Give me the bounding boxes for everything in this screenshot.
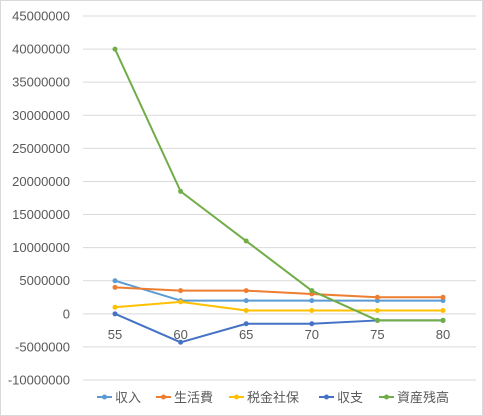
series-line (114, 286, 443, 299)
data-point (440, 317, 446, 323)
series-生活費 (112, 284, 446, 300)
legend-item: 収入 (97, 390, 141, 405)
series-資産残高 (112, 46, 446, 323)
legend-item: 税金社保 (229, 390, 299, 405)
x-tick-label: 70 (305, 327, 319, 342)
y-tick-label: 10000000 (12, 240, 70, 255)
data-point (374, 308, 380, 314)
legend-label: 生活費 (174, 390, 213, 405)
data-point (178, 339, 184, 345)
data-point (243, 288, 249, 294)
gridlines (83, 15, 476, 381)
y-tick-label: 45000000 (12, 9, 70, 24)
legend-item: 生活費 (156, 390, 213, 405)
legend-marker (234, 394, 239, 400)
data-point (112, 311, 118, 317)
x-tick-label: 65 (239, 327, 253, 342)
x-tick-label: 60 (173, 327, 187, 342)
legend-item: 収支 (319, 390, 363, 405)
y-tick-label: 15000000 (12, 207, 70, 222)
data-point (440, 308, 446, 314)
y-tick-label: 20000000 (12, 174, 70, 189)
series-line (114, 279, 443, 302)
data-point (309, 288, 315, 294)
legend-item: 資産残高 (379, 390, 449, 405)
data-point (243, 298, 249, 304)
legend-marker (161, 394, 166, 400)
x-tick-label: 75 (370, 327, 384, 342)
data-point (112, 304, 118, 310)
series-税金社保 (112, 299, 446, 314)
data-point (374, 294, 380, 300)
x-tick-label: 80 (436, 327, 450, 342)
series-lines (112, 46, 446, 345)
data-point (243, 308, 249, 314)
series-line (114, 48, 443, 322)
y-tick-label: 25000000 (12, 141, 70, 156)
legend-marker (384, 394, 389, 400)
y-tick-label: -5000000 (15, 339, 70, 354)
data-point (309, 308, 315, 314)
x-axis-tick-labels: 55 60 65 70 75 80 (108, 327, 450, 342)
y-tick-label: 5000000 (19, 273, 70, 288)
data-point (309, 298, 315, 304)
data-point (112, 278, 118, 284)
legend-label: 資産残高 (397, 390, 449, 405)
legend-label: 税金社保 (247, 390, 299, 405)
y-axis-tick-labels: 45000000 40000000 35000000 30000000 25000000… (8, 9, 70, 388)
data-point (243, 321, 249, 327)
legend-marker (102, 394, 107, 400)
legend: 収入 生活費 税金社保 収支 資産残高 (97, 390, 449, 405)
data-point (178, 299, 184, 305)
y-tick-label: -10000000 (8, 373, 70, 388)
y-tick-label: 30000000 (12, 108, 70, 123)
data-point (243, 238, 249, 244)
legend-label: 収入 (115, 390, 141, 405)
series-line (114, 312, 443, 344)
series-line (114, 300, 443, 312)
series-収支 (112, 311, 446, 345)
x-tick-label: 55 (108, 327, 122, 342)
y-tick-label: 35000000 (12, 75, 70, 90)
legend-marker (324, 394, 329, 400)
data-point (112, 284, 118, 290)
legend-label: 収支 (337, 390, 363, 405)
y-tick-label: 40000000 (12, 42, 70, 57)
data-point (309, 321, 315, 327)
data-point (374, 317, 380, 323)
data-point (440, 294, 446, 300)
y-tick-label: 0 (63, 306, 70, 321)
data-point (112, 46, 118, 52)
data-point (178, 288, 184, 294)
data-point (178, 188, 184, 194)
